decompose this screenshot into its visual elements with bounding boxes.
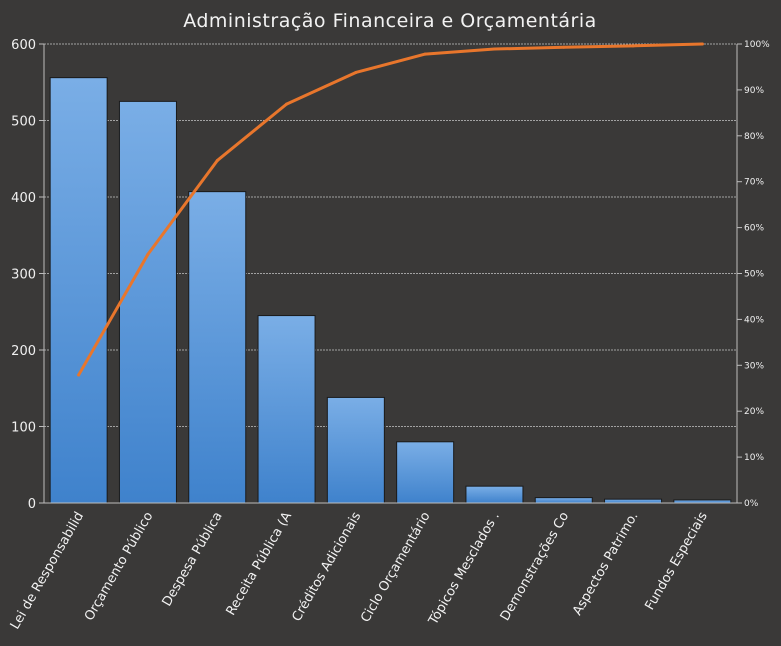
ytick-label-right: 10%: [744, 453, 764, 463]
ytick-label-right: 20%: [744, 407, 764, 417]
xtick-label-6: Tópicos Mesclados .: [426, 510, 503, 629]
cumulative-point-0: [77, 373, 81, 377]
bar-6: [465, 485, 524, 504]
cumulative-point-5: [423, 52, 427, 56]
xtick-label-1: Orçamento Público: [82, 509, 156, 623]
cumulative-line: [77, 42, 704, 377]
ytick-label-left: 0: [28, 497, 36, 512]
cumulative-point-6: [492, 47, 496, 51]
cumulative-point-4: [354, 70, 358, 74]
ytick-label-left: 500: [11, 115, 36, 130]
ytick-label-left: 100: [11, 421, 36, 436]
bar-3: [257, 315, 316, 504]
ytick-label-right: 30%: [744, 361, 764, 371]
bar-2: [188, 191, 247, 504]
xtick-label-3: Receita Pública (A: [224, 509, 296, 618]
cumulative-point-9: [700, 42, 704, 46]
ytick-label-left: 200: [11, 344, 36, 359]
ytick-label-left: 600: [11, 38, 36, 53]
bar-8: [604, 498, 663, 504]
ytick-label-right: 50%: [744, 270, 764, 280]
xtick-label-2: Despesa Pública: [160, 510, 226, 610]
ytick-label-right: 80%: [744, 132, 764, 142]
bar-5: [396, 441, 455, 504]
bar-4: [326, 396, 385, 504]
ytick-label-right: 0%: [744, 499, 759, 509]
ytick-label-left: 400: [11, 191, 36, 206]
ytick-label-right: 90%: [744, 86, 764, 96]
bars: [49, 77, 732, 504]
ytick-label-right: 60%: [744, 224, 764, 234]
cumulative-point-8: [631, 44, 635, 48]
cumulative-series-line: [77, 42, 704, 377]
xtick-label-9: Fundos Especiais: [642, 509, 710, 613]
ytick-label-right: 40%: [744, 315, 764, 325]
xtick-label-0: Lei de Responsabilid: [8, 510, 87, 633]
cumulative-point-2: [215, 159, 219, 163]
bar-0: [49, 77, 108, 504]
ytick-label-right: 70%: [744, 178, 764, 188]
cumulative-point-7: [562, 45, 566, 49]
bar-1: [118, 100, 177, 504]
cumulative-point-3: [285, 102, 289, 106]
xtick-label-5: Ciclo Orçamentário: [358, 509, 433, 625]
ytick-label-left: 300: [11, 268, 36, 283]
chart-title: Administração Financeira e Orçamentária: [183, 10, 597, 32]
bar-7: [534, 497, 593, 504]
ytick-label-right: 100%: [744, 40, 770, 50]
cumulative-point-1: [146, 252, 150, 256]
xtick-label-8: Aspectos Patrimo.: [570, 510, 641, 619]
xtick-label-7: Demonstrações Co: [498, 509, 573, 623]
xtick-label-4: Créditos Adicionais: [289, 509, 364, 624]
axes: [39, 43, 742, 504]
